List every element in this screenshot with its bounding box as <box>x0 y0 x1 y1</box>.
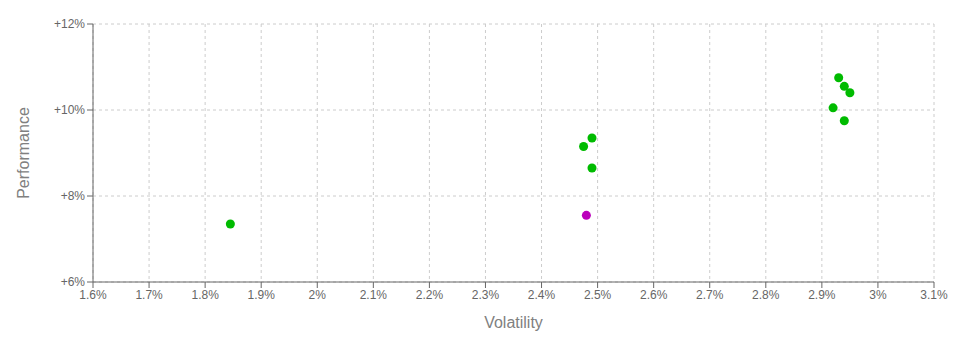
svg-text:2.1%: 2.1% <box>360 288 388 302</box>
svg-text:+10%: +10% <box>54 103 85 117</box>
svg-text:2.4%: 2.4% <box>528 288 556 302</box>
svg-text:2.8%: 2.8% <box>752 288 780 302</box>
svg-text:2.6%: 2.6% <box>640 288 668 302</box>
svg-text:2.9%: 2.9% <box>808 288 836 302</box>
svg-text:2%: 2% <box>309 288 327 302</box>
svg-text:3%: 3% <box>869 288 887 302</box>
svg-text:Volatility: Volatility <box>484 314 543 331</box>
svg-text:+8%: +8% <box>61 189 86 203</box>
svg-text:Performance: Performance <box>15 107 32 199</box>
svg-text:+6%: +6% <box>61 275 86 289</box>
svg-text:2.5%: 2.5% <box>584 288 612 302</box>
svg-text:+12%: +12% <box>54 17 85 31</box>
svg-text:2.7%: 2.7% <box>696 288 724 302</box>
svg-text:1.6%: 1.6% <box>79 288 107 302</box>
svg-text:1.9%: 1.9% <box>248 288 276 302</box>
svg-text:2.3%: 2.3% <box>472 288 500 302</box>
svg-text:2.2%: 2.2% <box>416 288 444 302</box>
svg-text:1.7%: 1.7% <box>135 288 163 302</box>
svg-text:1.8%: 1.8% <box>191 288 219 302</box>
svg-text:3.1%: 3.1% <box>920 288 948 302</box>
